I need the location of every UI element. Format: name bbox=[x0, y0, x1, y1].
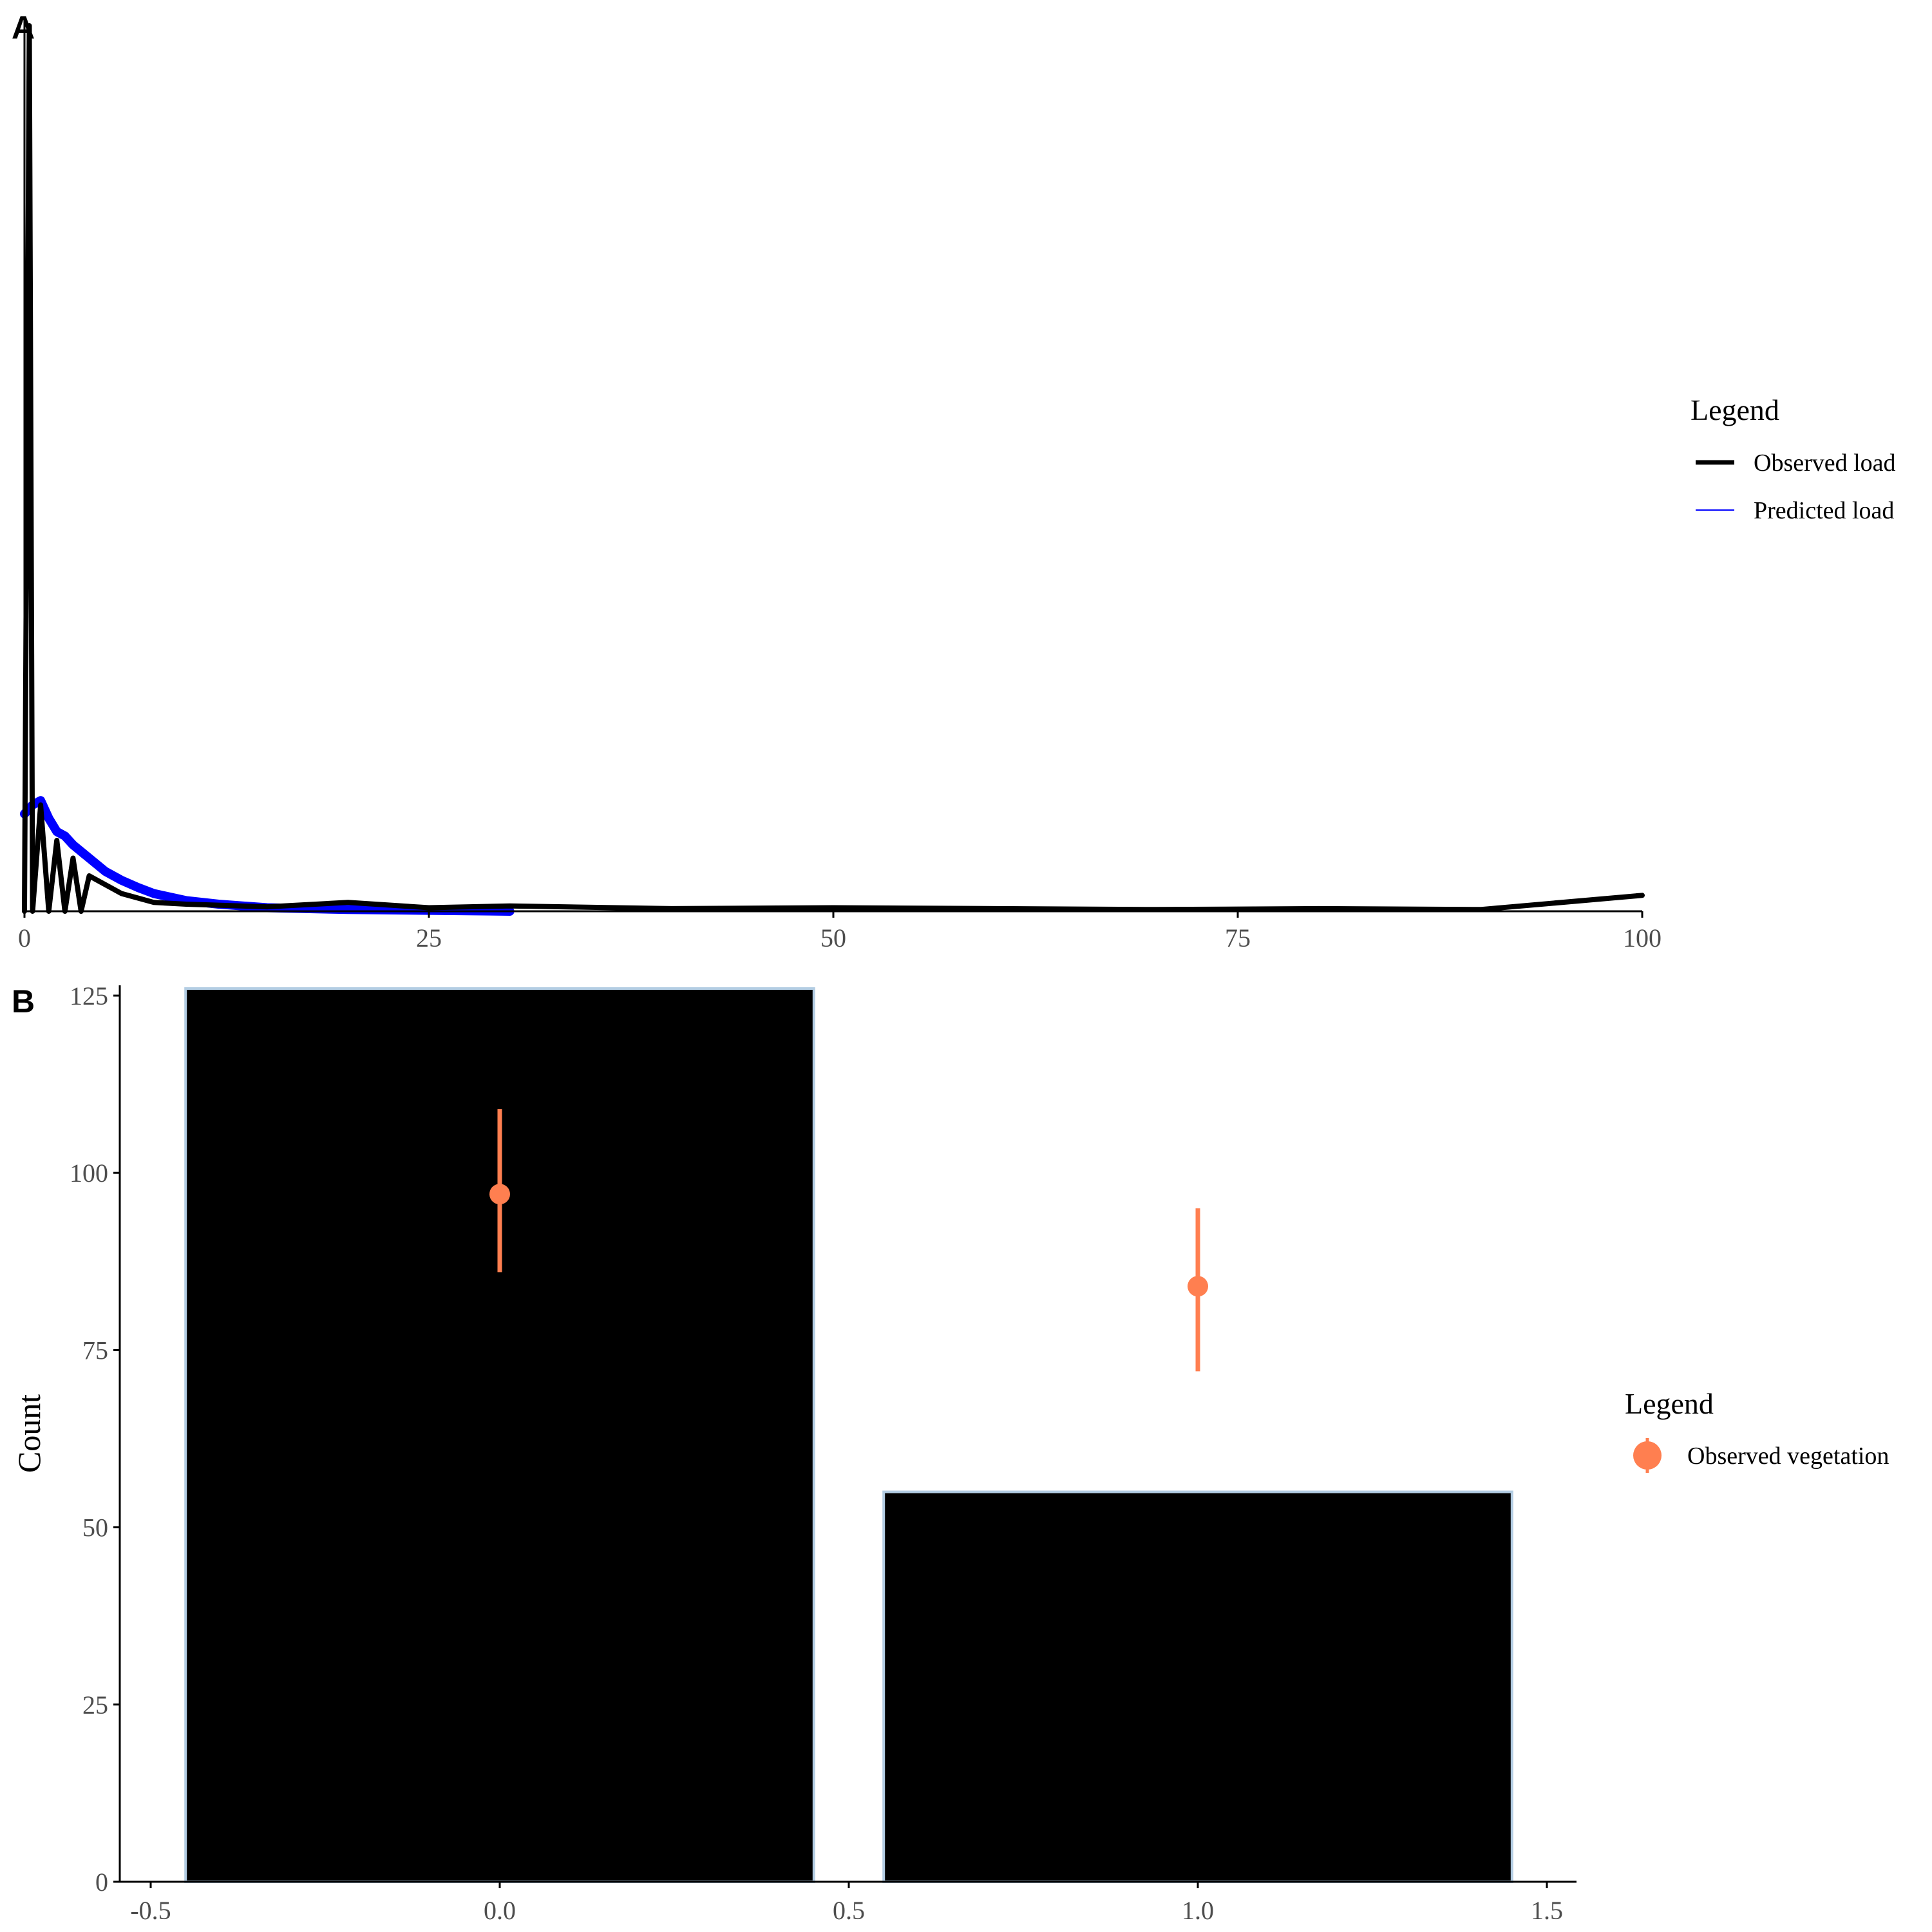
panel-a-x-tick-label: 50 bbox=[820, 923, 846, 952]
bar bbox=[882, 1490, 1513, 1883]
panel-a-x-tick-label: 100 bbox=[1623, 923, 1662, 952]
panel-a-series-layer bbox=[20, 23, 1645, 916]
panel-b-y-tick-label: 125 bbox=[70, 981, 108, 1010]
panel-b-tag: B bbox=[12, 983, 35, 1019]
observed-vegetation-point bbox=[1188, 1276, 1208, 1297]
panel-a-x-tick-label: 75 bbox=[1225, 923, 1251, 952]
panel-b-x-tick-label: 1.5 bbox=[1531, 1896, 1563, 1925]
series-line-observed-load bbox=[22, 23, 1645, 914]
panel-b-y-tick-label: 75 bbox=[82, 1336, 108, 1365]
panel-b-y-axis-title: Count bbox=[11, 1394, 47, 1473]
panel-b-y-tick-label: 100 bbox=[70, 1159, 108, 1188]
legend-predicted-load-label: Predicted load bbox=[1754, 497, 1894, 524]
panel-b-x-tick-label: 1.0 bbox=[1182, 1896, 1214, 1925]
panel-b-legend: Legend Observed vegetation bbox=[1625, 1387, 1889, 1473]
panel-b-legend-title: Legend bbox=[1625, 1387, 1714, 1420]
panel-b-x-tick-label: 0.5 bbox=[833, 1896, 865, 1925]
panel-a-legend: Legend Observed load Predicted load bbox=[1690, 393, 1896, 524]
panel-b-x-tick-label: -0.5 bbox=[130, 1896, 171, 1925]
legend-observed-load-label: Observed load bbox=[1754, 450, 1896, 477]
series-line-predicted-load bbox=[20, 796, 515, 916]
panel-a-x-tick-label: 25 bbox=[416, 923, 442, 952]
panel-b-bars bbox=[184, 987, 1513, 1883]
legend-observed-vegetation-label: Observed vegetation bbox=[1687, 1443, 1889, 1470]
panel-b-points bbox=[489, 1109, 1208, 1372]
observed-vegetation-point bbox=[489, 1184, 510, 1205]
panel-b-y-tick-label: 50 bbox=[82, 1513, 108, 1542]
panel-a-x-ticks: 0 25 50 75 100 bbox=[18, 911, 1662, 952]
panel-a-density-plot: 0 25 50 75 100 bbox=[18, 19, 1662, 952]
panel-a-x-tick-label: 0 bbox=[18, 923, 31, 952]
legend-observed-vegetation-key-dot bbox=[1633, 1441, 1662, 1470]
panel-a-legend-title: Legend bbox=[1690, 393, 1779, 426]
panel-b-x-tick-label: 0.0 bbox=[484, 1896, 516, 1925]
panel-b-y-ticks: 0 25 50 75 100 125 bbox=[70, 981, 120, 1897]
panel-b-y-tick-label: 25 bbox=[82, 1690, 108, 1719]
panel-b-bar-chart: -0.5 0.0 0.5 1.0 1.5 0 25 50 75 100 125 Count bbox=[11, 981, 1577, 1925]
panel-b-x-ticks: -0.5 0.0 0.5 1.0 1.5 bbox=[130, 1882, 1563, 1925]
panel-b-y-tick-label: 0 bbox=[95, 1868, 108, 1897]
